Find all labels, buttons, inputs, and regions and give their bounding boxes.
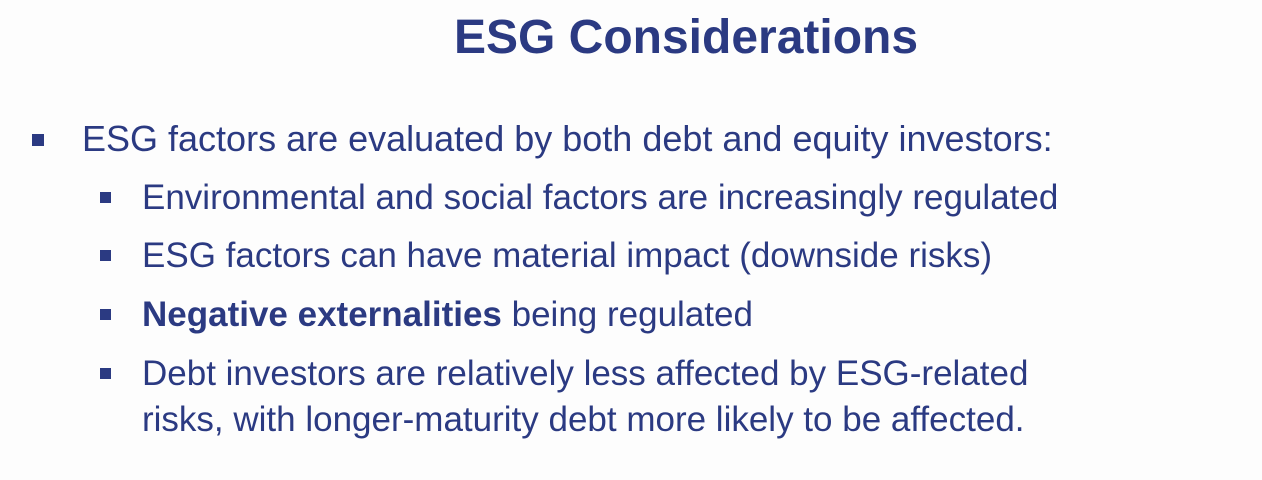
- sub-bullet-negative-externalities: Negative externalities being regulated: [100, 292, 753, 338]
- sub-bullet-material-impact: ESG factors can have material impact (do…: [100, 233, 992, 279]
- bullet-line-2: risks, with longer-maturity debt more li…: [142, 400, 1025, 439]
- bullet-line-1: Debt investors are relatively less affec…: [142, 354, 1029, 393]
- square-bullet-icon: [100, 368, 111, 379]
- sub-bullet-debt-investors: Debt investors are relatively less affec…: [100, 351, 1028, 443]
- bullet-item-esg-evaluated: ESG factors are evaluated by both debt a…: [32, 117, 1053, 161]
- bullet-text: Environmental and social factors are inc…: [142, 178, 1059, 217]
- bullet-text: Debt investors are relatively less affec…: [142, 351, 1028, 443]
- bullet-bold-text: Negative externalities: [142, 295, 502, 334]
- sub-bullet-environmental-social: Environmental and social factors are inc…: [100, 175, 1058, 221]
- bullet-text: Negative externalities being regulated: [142, 292, 753, 338]
- square-bullet-icon: [100, 192, 111, 203]
- bullet-normal-text: being regulated: [501, 295, 753, 334]
- square-bullet-icon: [32, 134, 44, 146]
- slide-title: ESG Considerations: [453, 11, 919, 64]
- bullet-text: ESG factors can have material impact (do…: [142, 236, 993, 275]
- bullet-text: ESG factors are evaluated by both debt a…: [82, 118, 1053, 159]
- square-bullet-icon: [100, 309, 111, 320]
- square-bullet-icon: [100, 250, 111, 261]
